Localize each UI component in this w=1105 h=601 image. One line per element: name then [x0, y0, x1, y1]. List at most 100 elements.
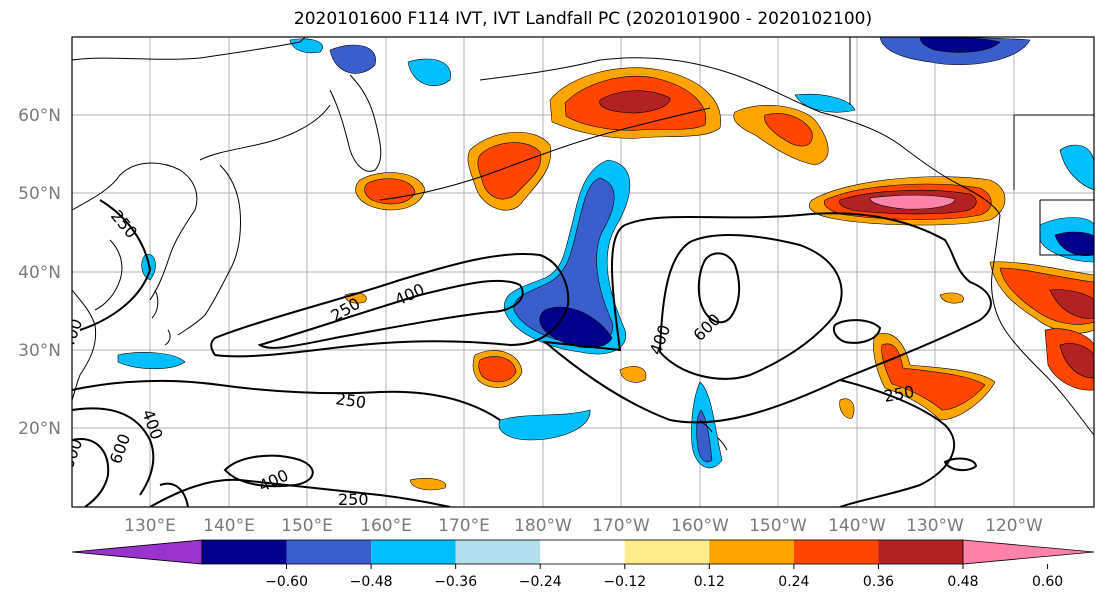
pos-region-small-2: [839, 398, 855, 419]
map-title: 2020101600 F114 IVT, IVT Landfall PC (20…: [293, 9, 873, 29]
lat-label-60n: 60°N: [18, 106, 61, 126]
neg-region-east-2: [1059, 144, 1094, 191]
pos-region-small-1: [619, 366, 647, 383]
lon-label-160e: 160°E: [360, 516, 412, 536]
coastline-china: [72, 289, 97, 401]
pos-region-coast-dark: [1049, 289, 1094, 319]
lon-label-180w: 180°W: [514, 516, 572, 536]
contour-250-south-mid: [159, 482, 189, 507]
colorbar: −0.60 −0.48 −0.36 −0.24 −0.12 0.12 0.24 0.36 0.4…: [71, 539, 1095, 590]
colorbar-tick-label: 0.60: [1032, 574, 1063, 590]
lon-label-130w: 130°W: [906, 516, 964, 536]
coastline-korea: [94, 239, 123, 311]
lat-label-30n: 30°N: [18, 341, 61, 361]
colorbar-tick-label: 0.24: [778, 574, 809, 590]
ivt-contours: [72, 199, 992, 507]
lon-label-150w: 150°W: [749, 516, 807, 536]
pos-region-west-1-core: [364, 178, 416, 205]
coastline-west-coast: [991, 214, 1094, 436]
coastline-japan-islands: [151, 289, 171, 346]
colorbar-box: [878, 540, 963, 564]
contour-label: 250: [334, 389, 367, 412]
longitude-labels: 130°E 140°E 150°E 160°E 170°E 180°W 170°…: [124, 516, 1043, 536]
contour-600-east-jet: [697, 252, 741, 324]
colorbar-box: [793, 540, 879, 564]
colorbar-tick-label: −0.48: [350, 574, 393, 590]
contour-label: 250: [338, 490, 369, 509]
border-states: [1013, 114, 1094, 256]
neg-region-north-3: [407, 58, 451, 87]
coastline-bc: [819, 111, 1001, 216]
pos-region-east-2-core: [881, 343, 986, 411]
coastline-kamchatka: [329, 74, 382, 172]
contour-400-east-jet: [658, 234, 843, 380]
colorbar-box: [455, 540, 541, 564]
colorbar-box: [371, 540, 456, 564]
contour-400-south-west: [72, 407, 155, 496]
pos-region-mid-pacific-core: [477, 142, 542, 200]
colorbar-tick-label: −0.24: [519, 574, 562, 590]
colorbar-tick-label: 0.36: [863, 574, 894, 590]
lat-label-20n: 20°N: [18, 419, 61, 439]
lat-label-40n: 40°N: [18, 263, 61, 283]
colorbar-tick-label: −0.60: [265, 574, 308, 590]
contour-250-south: [149, 478, 451, 507]
neg-region-west-2: [117, 352, 186, 370]
lat-label-50n: 50°N: [18, 184, 61, 204]
pos-region-alaska-core: [599, 90, 671, 114]
lon-label-150e: 150°E: [281, 516, 333, 536]
coastline-asia-north: [72, 37, 306, 61]
coastline-alaska: [479, 57, 821, 113]
coastline-hawaii: [699, 419, 728, 451]
latitude-labels: 60°N 50°N 40°N 30°N 20°N: [18, 106, 61, 439]
neg-region-ne-patch: [794, 94, 856, 113]
coastline-japan: [177, 164, 241, 336]
filled-regions: [117, 37, 1094, 491]
map-panel: 250 400 250 400 600 250 250 400 600 400 …: [71, 36, 1095, 509]
colorbar-ticks: −0.60 −0.48 −0.36 −0.24 −0.12 0.12 0.24 0.36 0.4…: [265, 564, 1063, 590]
lon-label-140e: 140°E: [203, 516, 255, 536]
coastline-okhotsk: [199, 104, 331, 161]
colorbar-box: [202, 540, 287, 564]
contour-250-west-jet: [210, 253, 570, 358]
colorbar-boxes: [201, 539, 964, 565]
colorbar-tick-label: −0.12: [603, 574, 646, 590]
lon-label-140w: 140°W: [828, 516, 886, 536]
contour-250-southeast: [839, 379, 956, 507]
colorbar-tick-label: 0.12: [694, 574, 725, 590]
colorbar-extend-left: [71, 539, 203, 565]
colorbar-box: [286, 540, 372, 564]
colorbar-tick-label: −0.36: [434, 574, 477, 590]
colorbar-box: [624, 540, 710, 564]
lon-label-170e: 170°E: [438, 516, 490, 536]
contour-250-west-edge: [79, 199, 152, 331]
contour-250-south-west: [72, 379, 501, 421]
pos-region-ar-core: [869, 194, 956, 210]
lon-label-120w: 120°W: [985, 516, 1043, 536]
contour-small-loop: [943, 457, 978, 472]
colorbar-extend-right: [962, 539, 1095, 565]
neg-region-west-1: [498, 409, 591, 441]
neg-region-east-core: [1054, 231, 1094, 256]
colorbar-box: [540, 540, 625, 564]
contour-250-east-closed: [832, 319, 882, 344]
pos-region-small-3: [939, 292, 964, 304]
contour-250-east-jet: [541, 212, 992, 424]
lon-label-130e: 130°E: [124, 516, 176, 536]
colorbar-tick-label: 0.48: [947, 574, 978, 590]
contour-600-south-west: [72, 438, 110, 507]
lon-label-170w: 170°W: [592, 516, 650, 536]
coastline-asia-east: [72, 162, 198, 301]
lon-label-160w: 160°W: [671, 516, 729, 536]
neg-region-north-1: [329, 44, 376, 74]
pos-region-gulf-mid: [764, 113, 813, 147]
contour-400-south: [223, 454, 314, 488]
coastline-aleutians: [379, 107, 711, 201]
colorbar-box: [709, 540, 794, 564]
pos-region-small-5: [409, 478, 447, 491]
contour-400-west-jet: [257, 279, 524, 349]
pos-region-south-coast-dark: [1059, 343, 1094, 379]
coastlines: [72, 37, 1094, 451]
map-frame: [71, 36, 1095, 508]
